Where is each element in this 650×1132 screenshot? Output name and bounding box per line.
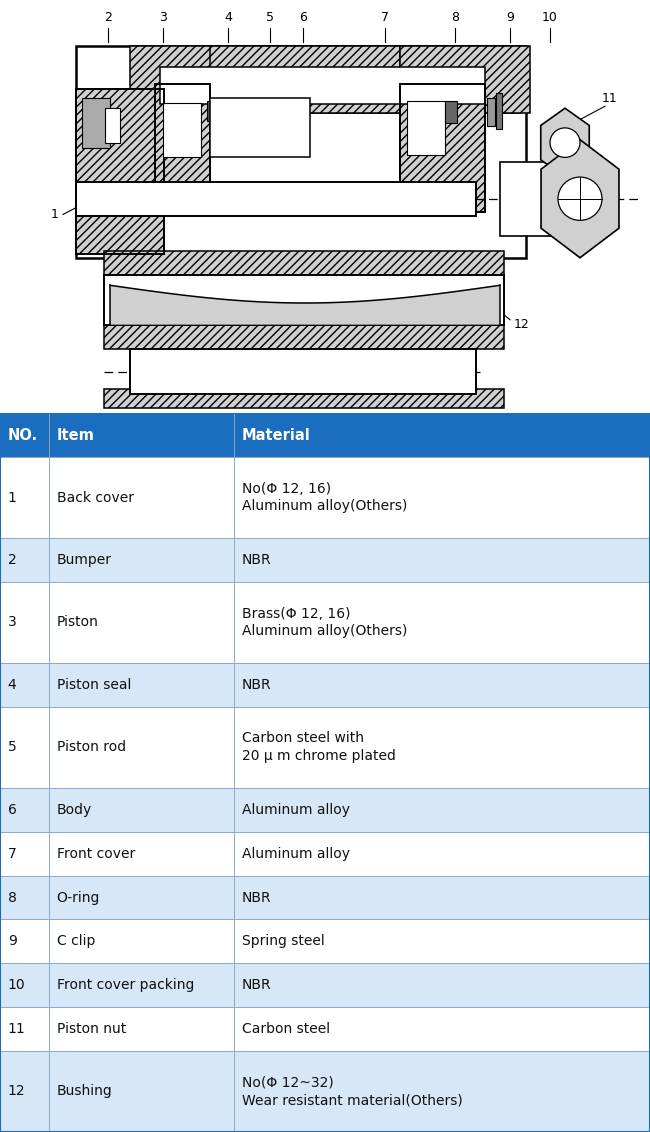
Text: 1: 1 bbox=[8, 490, 17, 505]
Text: No(Φ 12~32)
Wear resistant material(Others): No(Φ 12~32) Wear resistant material(Othe… bbox=[242, 1075, 463, 1107]
Text: NBR: NBR bbox=[242, 978, 272, 992]
Polygon shape bbox=[541, 139, 619, 258]
Text: O-ring: O-ring bbox=[57, 891, 100, 904]
Bar bbox=[130, 46, 520, 113]
Polygon shape bbox=[541, 109, 590, 177]
Text: 3: 3 bbox=[159, 11, 167, 24]
Text: Back cover: Back cover bbox=[57, 490, 133, 505]
Text: Body: Body bbox=[57, 803, 92, 817]
Text: 6: 6 bbox=[8, 803, 17, 817]
Bar bbox=[160, 67, 485, 104]
Text: 4: 4 bbox=[8, 678, 16, 692]
Text: 9: 9 bbox=[8, 934, 17, 949]
Text: 10: 10 bbox=[542, 11, 558, 24]
Bar bbox=[0, 963, 650, 1007]
Text: Piston nut: Piston nut bbox=[57, 1022, 126, 1036]
Bar bbox=[500, 162, 555, 237]
Text: 12: 12 bbox=[514, 318, 530, 332]
Text: Spring steel: Spring steel bbox=[242, 934, 324, 949]
Text: Piston: Piston bbox=[57, 616, 98, 629]
Bar bbox=[0, 413, 650, 457]
Bar bbox=[0, 1007, 650, 1050]
Text: 7: 7 bbox=[8, 847, 16, 860]
Bar bbox=[445, 102, 457, 123]
Text: 7: 7 bbox=[381, 11, 389, 24]
Bar bbox=[104, 275, 504, 325]
Text: 2: 2 bbox=[104, 11, 112, 24]
Text: NBR: NBR bbox=[242, 678, 272, 692]
Text: 1: 1 bbox=[51, 208, 59, 221]
Text: Material: Material bbox=[242, 428, 311, 443]
Text: 4: 4 bbox=[224, 11, 232, 24]
Text: Piston seal: Piston seal bbox=[57, 678, 131, 692]
Bar bbox=[155, 84, 210, 212]
Text: Front cover packing: Front cover packing bbox=[57, 978, 194, 992]
Text: 2: 2 bbox=[8, 554, 16, 567]
Bar bbox=[76, 88, 164, 254]
Text: NO.: NO. bbox=[8, 428, 38, 443]
Text: NBR: NBR bbox=[242, 891, 272, 904]
Text: 10: 10 bbox=[8, 978, 25, 992]
Bar bbox=[400, 46, 530, 113]
Bar bbox=[155, 84, 210, 212]
Bar bbox=[0, 663, 650, 706]
Text: Piston rod: Piston rod bbox=[57, 740, 125, 754]
Bar bbox=[0, 1050, 650, 1132]
Text: Front cover: Front cover bbox=[57, 847, 135, 860]
Text: 12: 12 bbox=[8, 1084, 25, 1098]
Text: Aluminum alloy: Aluminum alloy bbox=[242, 803, 350, 817]
Bar bbox=[130, 350, 476, 394]
Bar bbox=[104, 251, 504, 278]
Text: Bushing: Bushing bbox=[57, 1084, 112, 1098]
Text: Item: Item bbox=[57, 428, 94, 443]
Text: 11: 11 bbox=[602, 92, 618, 105]
Bar bbox=[0, 832, 650, 875]
Bar bbox=[400, 84, 485, 212]
Text: 3: 3 bbox=[8, 616, 16, 629]
Bar bbox=[400, 84, 485, 212]
Bar bbox=[104, 325, 504, 350]
Bar bbox=[496, 94, 502, 129]
Bar bbox=[0, 538, 650, 582]
Bar bbox=[76, 182, 476, 216]
Bar bbox=[76, 88, 164, 254]
Bar bbox=[82, 98, 110, 147]
Text: Carbon steel: Carbon steel bbox=[242, 1022, 330, 1036]
Bar bbox=[0, 919, 650, 963]
Circle shape bbox=[558, 177, 602, 221]
Text: 9: 9 bbox=[506, 11, 514, 24]
Bar bbox=[0, 706, 650, 788]
Text: Aluminum alloy: Aluminum alloy bbox=[242, 847, 350, 860]
Text: Brass(Φ 12, 16)
Aluminum alloy(Others): Brass(Φ 12, 16) Aluminum alloy(Others) bbox=[242, 607, 407, 638]
Bar bbox=[210, 46, 400, 113]
Text: 6: 6 bbox=[299, 11, 307, 24]
Text: 11: 11 bbox=[8, 1022, 25, 1036]
Bar bbox=[210, 98, 310, 157]
Text: C clip: C clip bbox=[57, 934, 95, 949]
Text: 5: 5 bbox=[266, 11, 274, 24]
Bar bbox=[104, 388, 504, 409]
Bar bbox=[163, 103, 201, 157]
Text: 5: 5 bbox=[8, 740, 16, 754]
Text: No(Φ 12, 16)
Aluminum alloy(Others): No(Φ 12, 16) Aluminum alloy(Others) bbox=[242, 481, 407, 514]
Bar bbox=[207, 102, 217, 121]
Bar bbox=[0, 875, 650, 919]
Text: 8: 8 bbox=[451, 11, 459, 24]
Bar bbox=[407, 102, 445, 155]
Bar bbox=[0, 457, 650, 538]
Circle shape bbox=[550, 128, 580, 157]
Bar bbox=[0, 582, 650, 663]
Bar bbox=[105, 109, 120, 143]
Text: Bumper: Bumper bbox=[57, 554, 112, 567]
Text: Carbon steel with
20 μ m chrome plated: Carbon steel with 20 μ m chrome plated bbox=[242, 731, 396, 763]
Bar bbox=[487, 98, 495, 126]
Bar bbox=[0, 788, 650, 832]
Text: 8: 8 bbox=[8, 891, 17, 904]
Bar bbox=[76, 46, 526, 258]
Text: NBR: NBR bbox=[242, 554, 272, 567]
